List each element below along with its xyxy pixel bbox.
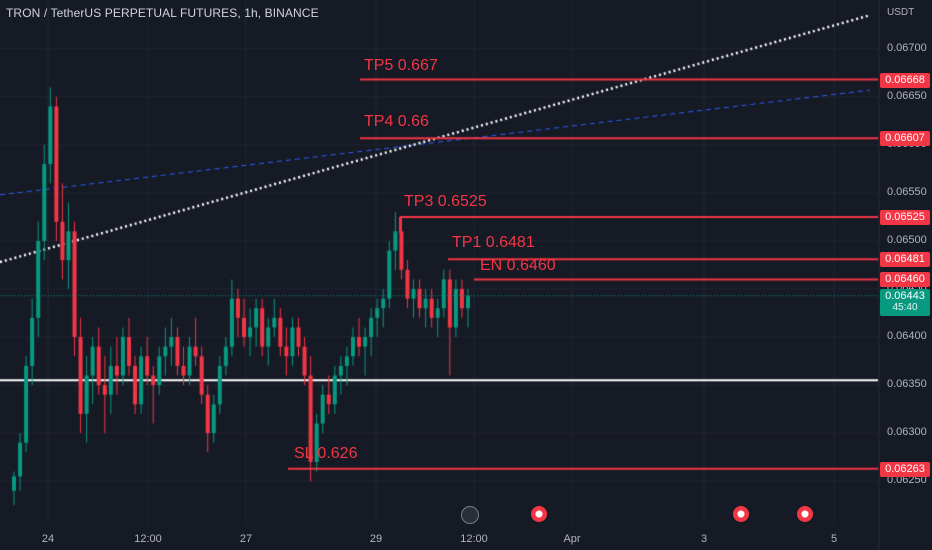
bar-countdown: 45:40 [892,302,918,313]
x-tick-label: Apr [563,533,581,545]
x-tick-label: 12:00 [134,533,162,545]
axis-unit: USDT [887,7,915,18]
us-flag-event-icon[interactable] [797,506,813,522]
level-price-tag-en: 0.06460 [880,272,930,288]
level-label-tp5: TP5 0.667 [364,56,438,74]
x-tick-label: 3 [700,533,708,545]
x-tick-label: 29 [369,533,383,545]
x-tick-label: 24 [41,533,55,545]
level-label-tp3: TP3 0.6525 [404,192,487,210]
y-tick-label: 0.06700 [887,41,927,54]
level-price-tag-tp4: 0.06607 [880,131,930,147]
us-flag-event-icon[interactable] [733,506,749,522]
flash-event-icon[interactable] [461,506,479,524]
y-tick-label: 0.06350 [887,378,927,391]
level-label-en: EN 0.6460 [480,257,556,275]
current-price-tag: 0.06443 45:40 [880,289,930,316]
y-tick-label: 0.06650 [887,89,927,102]
current-price: 0.06443 [885,290,925,302]
y-tick-label: 0.06300 [887,426,927,439]
y-tick-label: 0.06250 [887,474,927,487]
level-label-sl: SL 0.626 [294,444,358,462]
y-tick-label: 0.06500 [887,233,927,246]
level-label-tp1: TP1 0.6481 [452,234,535,252]
level-price-tag-sl: 0.06263 [880,461,930,477]
level-price-tag-tp3: 0.06525 [880,209,930,225]
level-price-tag-tp5: 0.06668 [880,72,930,88]
x-tick-label: 5 [830,533,838,545]
chart-title: TRON / TetherUS PERPETUAL FUTURES, 1h, B… [6,6,319,20]
level-label-tp4: TP4 0.66 [364,113,429,131]
x-tick-label: 27 [239,533,253,545]
y-tick-label: 0.06550 [887,185,927,198]
level-price-tag-tp1: 0.06481 [880,252,930,268]
y-tick-label: 0.06400 [887,330,927,343]
x-tick-label: 12:00 [460,533,488,545]
us-flag-event-icon[interactable] [531,506,547,522]
